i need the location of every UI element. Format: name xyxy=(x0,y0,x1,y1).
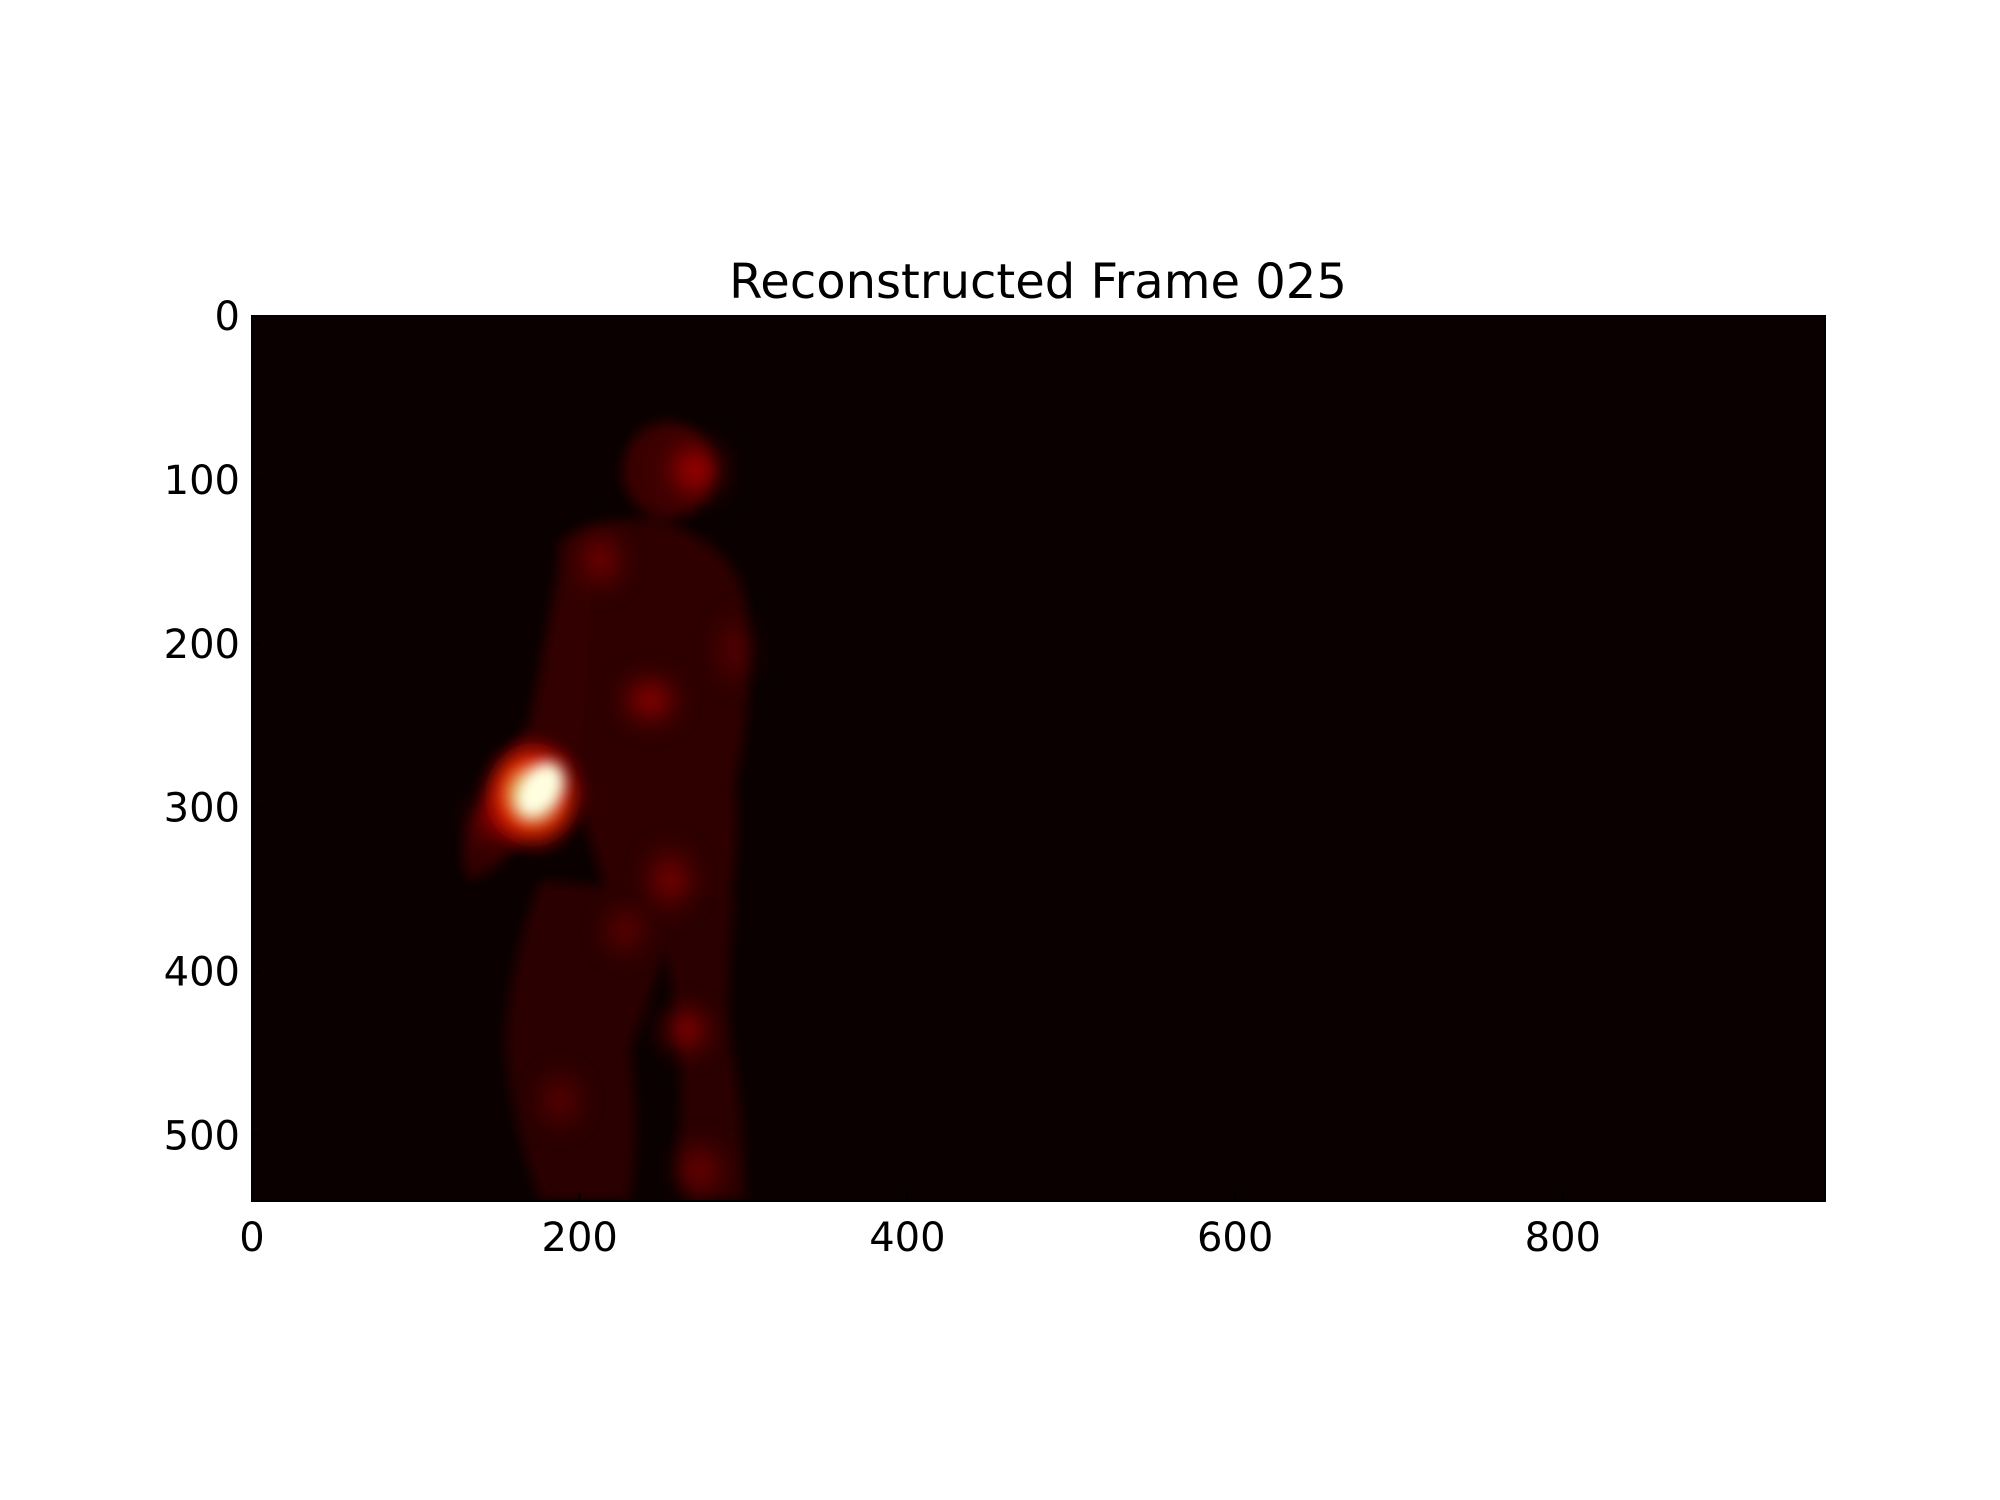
x-tick-label: 800 xyxy=(1525,1215,1601,1261)
plot-frame xyxy=(251,315,1826,1202)
x-tick-label: 600 xyxy=(1197,1215,1273,1261)
y-tick-label: 300 xyxy=(164,786,240,832)
y-tick-label: 400 xyxy=(164,950,240,996)
glow-waist xyxy=(648,845,692,915)
y-tick-label: 100 xyxy=(164,458,240,504)
y-tick-label: 200 xyxy=(164,622,240,668)
y-axis: 0 100 200 300 400 500 xyxy=(164,294,260,1159)
y-tick-label: 0 xyxy=(215,294,240,340)
glow-side xyxy=(721,610,749,690)
glow-mid xyxy=(605,905,645,955)
glow-chest xyxy=(622,678,678,722)
y-tick-label: 500 xyxy=(164,1113,240,1159)
hot-spot-core xyxy=(518,764,562,816)
x-axis: 0 200 400 600 800 xyxy=(239,1193,1601,1261)
x-tick-label: 400 xyxy=(869,1215,945,1261)
chart-title: Reconstructed Frame 025 xyxy=(729,254,1347,310)
glow-shoulder xyxy=(578,530,622,590)
x-tick-label: 200 xyxy=(542,1215,618,1261)
glow-leg-left xyxy=(540,1070,580,1130)
glow-leg-right xyxy=(675,1140,725,1200)
glow-head xyxy=(665,440,725,500)
heatmap-figure-silhouette xyxy=(462,422,749,1200)
glow-hip xyxy=(660,1008,710,1052)
plot-area xyxy=(251,315,1826,1202)
x-tick-label: 0 xyxy=(239,1215,264,1261)
heatmap-background xyxy=(252,316,1825,1201)
